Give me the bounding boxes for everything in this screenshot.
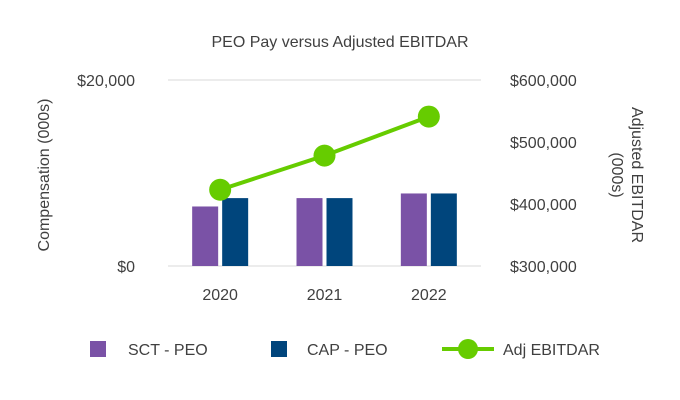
legend-label-cap-peo: CAP - PEO	[307, 342, 388, 359]
y-axis-ticks: $0 $20,000	[77, 73, 135, 276]
legend-marker-adj-ebitdar	[458, 339, 478, 359]
legend-label-sct-peo: SCT - PEO	[128, 342, 208, 359]
bar-sct-peo	[192, 206, 219, 266]
x-axis-ticks: 2020 2021 2022	[202, 287, 446, 304]
y2-tick-label: $300,000	[510, 259, 577, 276]
y-tick-label: $0	[117, 259, 135, 276]
legend-swatch-cap-peo	[271, 341, 287, 357]
x-tick-label: 2021	[307, 287, 343, 304]
bar-cap-peo	[430, 193, 457, 266]
y-axis-label: Compensation (000s)	[36, 99, 53, 252]
ebitdar-line	[209, 105, 440, 201]
gridlines	[168, 79, 481, 267]
point-adj-ebitdar	[417, 105, 440, 128]
y2-axis-ticks: $300,000 $400,000 $500,000 $600,000	[510, 73, 577, 276]
y-tick-label: $20,000	[77, 73, 135, 90]
legend-swatch-sct-peo	[90, 341, 106, 357]
legend-label-adj-ebitdar: Adj EBITDAR	[503, 342, 600, 359]
x-tick-label: 2020	[202, 287, 238, 304]
point-adj-ebitdar	[313, 144, 336, 167]
x-tick-label: 2022	[411, 287, 447, 304]
y2-tick-label: $600,000	[510, 73, 577, 90]
legend: SCT - PEO CAP - PEO Adj EBITDAR	[90, 339, 600, 359]
bar-cap-peo	[326, 198, 353, 266]
bar-cap-peo	[222, 198, 249, 266]
y2-tick-label: $400,000	[510, 197, 577, 214]
y2-axis-label: Adjusted EBITDAR (000s)	[608, 107, 645, 243]
y2-axis-label-line-1: Adjusted EBITDAR	[628, 107, 645, 243]
chart-title: PEO Pay versus Adjusted EBITDAR	[212, 34, 469, 51]
point-adj-ebitdar	[209, 178, 232, 201]
bar-sct-peo	[296, 198, 323, 266]
bars	[192, 193, 457, 266]
y2-tick-label: $500,000	[510, 135, 577, 152]
y2-axis-label-line-2: (000s)	[608, 152, 625, 197]
bar-sct-peo	[400, 193, 427, 266]
